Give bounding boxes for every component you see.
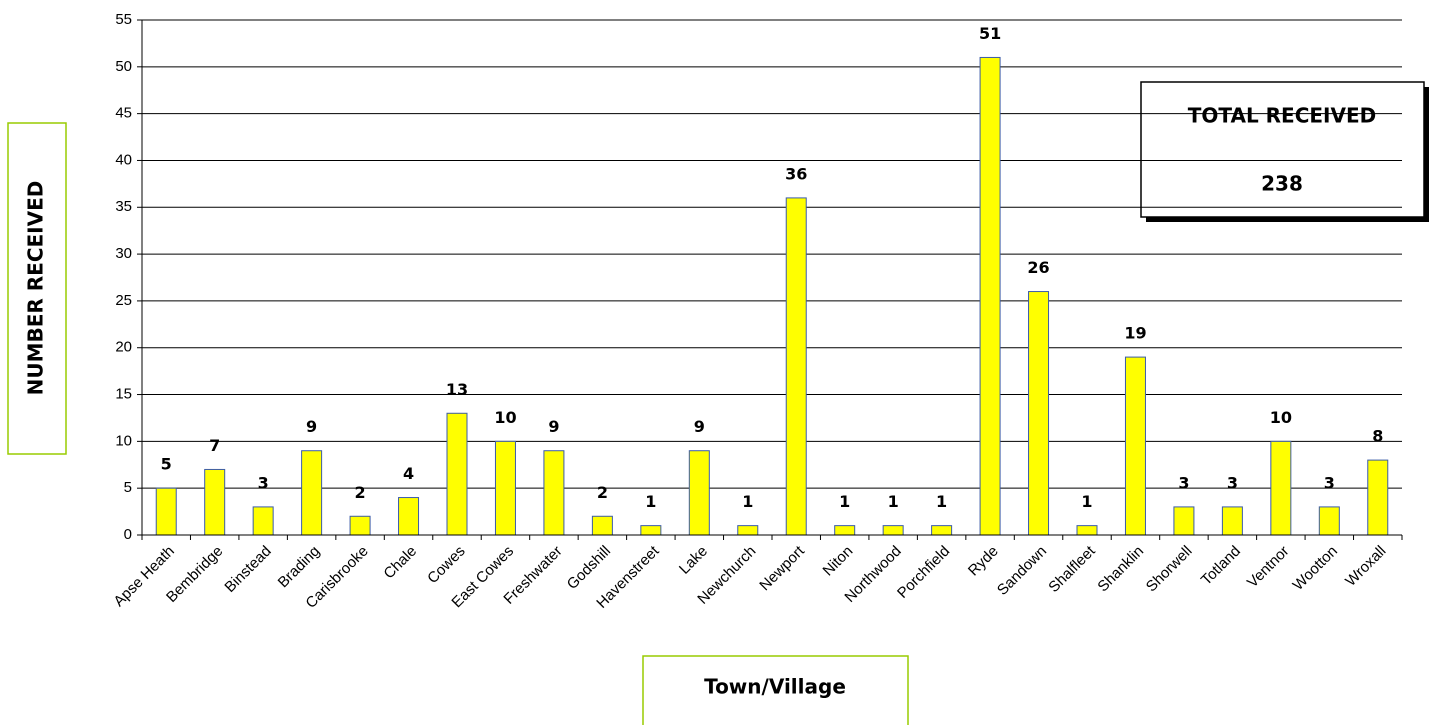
- data-label: 9: [694, 417, 705, 436]
- y-label-box: [7, 122, 67, 455]
- bar: [882, 525, 904, 536]
- x-tick-label: Binstead: [221, 543, 274, 596]
- data-label: 3: [1178, 473, 1189, 492]
- bar: [688, 450, 710, 536]
- bar: [931, 525, 953, 536]
- x-tick-label: Shorwell: [1143, 543, 1196, 596]
- y-tick-label: 15: [115, 386, 132, 403]
- x-tick-label: Brading: [275, 543, 324, 592]
- bar: [494, 440, 516, 536]
- x-axis-label: Town/Village: [704, 675, 846, 699]
- bar: [1028, 291, 1050, 536]
- bar: [1318, 506, 1340, 536]
- data-label: 3: [1227, 473, 1238, 492]
- data-label: 1: [888, 492, 899, 511]
- x-tick-label: Shalfleet: [1045, 542, 1099, 596]
- y-tick-label: 20: [115, 339, 132, 356]
- y-tick-label: 50: [115, 58, 132, 75]
- data-label: 5: [161, 455, 172, 474]
- data-label: 8: [1372, 427, 1383, 446]
- data-label: 51: [979, 24, 1001, 43]
- bar: [155, 487, 177, 536]
- data-label: 19: [1124, 324, 1146, 343]
- x-tick-label: Lake: [676, 543, 711, 578]
- bar: [1173, 506, 1195, 536]
- bar: [252, 506, 274, 536]
- y-tick-label: 30: [115, 245, 132, 262]
- data-label: 26: [1027, 258, 1049, 277]
- y-tick-label: 0: [124, 526, 132, 543]
- total-box: [1140, 81, 1425, 218]
- bar: [785, 197, 807, 536]
- x-tick-label: Newport: [756, 542, 808, 594]
- total-value: 238: [1261, 172, 1303, 196]
- x-tick-label: Totland: [1198, 543, 1244, 589]
- data-label: 10: [494, 408, 516, 427]
- y-tick-label: 40: [115, 151, 132, 168]
- x-label-box: [642, 655, 909, 725]
- y-tick-label: 35: [115, 198, 132, 215]
- data-label: 2: [355, 483, 366, 502]
- y-tick-label: 55: [115, 11, 132, 28]
- total-label: TOTAL RECEIVED: [1188, 104, 1377, 128]
- bar: [446, 412, 468, 536]
- y-tick-label: 10: [115, 432, 132, 449]
- bar: [591, 515, 613, 536]
- data-label: 1: [839, 492, 850, 511]
- data-label: 36: [785, 164, 807, 183]
- x-tick-label: Wootton: [1290, 543, 1341, 594]
- x-tick-label: Sandown: [994, 543, 1050, 599]
- bar: [543, 450, 565, 536]
- data-label: 10: [1270, 408, 1292, 427]
- y-tick-label: 25: [115, 292, 132, 309]
- data-label: 3: [258, 473, 269, 492]
- y-axis-label: NUMBER RECEIVED: [24, 181, 48, 396]
- bar: [979, 56, 1001, 536]
- x-tick-label: Ventnor: [1244, 543, 1293, 592]
- bar: [1221, 506, 1243, 536]
- data-label: 4: [403, 464, 414, 483]
- x-tick-label: Shanklin: [1094, 543, 1147, 596]
- x-tick-label: Niton: [820, 543, 857, 580]
- x-tick-label: Ryde: [965, 543, 1002, 580]
- bar: [1076, 525, 1098, 536]
- bar: [1270, 440, 1292, 536]
- bar: [204, 468, 226, 536]
- data-label: 7: [209, 436, 220, 455]
- bar: [398, 497, 420, 536]
- x-tick-label: Wroxall: [1342, 543, 1389, 590]
- data-label: 9: [306, 417, 317, 436]
- bar: [737, 525, 759, 536]
- bar: [1367, 459, 1389, 536]
- bar: [834, 525, 856, 536]
- y-tick-label: 45: [115, 105, 132, 122]
- data-label: 1: [1081, 492, 1092, 511]
- data-label: 2: [597, 483, 608, 502]
- data-label: 13: [446, 380, 468, 399]
- bar: [1124, 356, 1146, 536]
- data-label: 1: [742, 492, 753, 511]
- bar: [349, 515, 371, 536]
- y-tick-label: 5: [124, 479, 132, 496]
- data-label: 1: [936, 492, 947, 511]
- x-tick-label: Chale: [380, 543, 420, 583]
- x-tick-label: Porchfield: [894, 543, 953, 602]
- bar: [301, 450, 323, 536]
- bar: [640, 525, 662, 536]
- data-label: 9: [548, 417, 559, 436]
- data-label: 3: [1324, 473, 1335, 492]
- x-tick-label: Cowes: [424, 543, 468, 587]
- data-label: 1: [645, 492, 656, 511]
